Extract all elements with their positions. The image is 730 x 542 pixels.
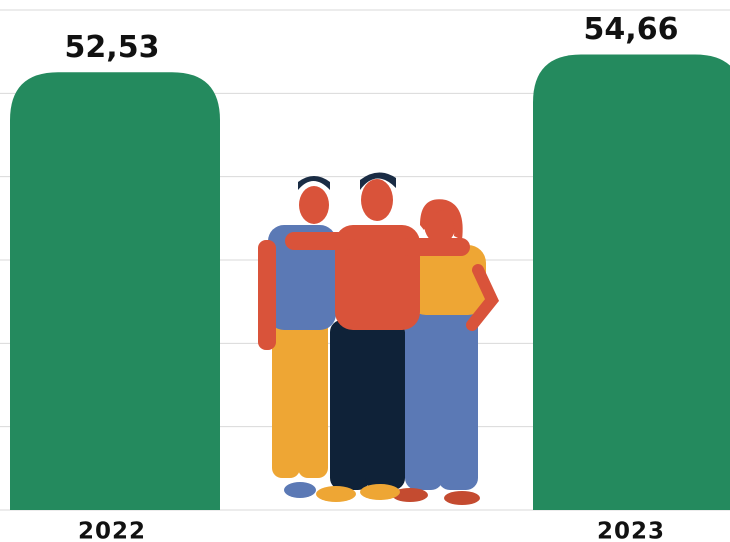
bars	[10, 54, 730, 510]
x-tick-label: 2022	[78, 519, 146, 542]
bar	[10, 72, 220, 510]
value-label: 52,53	[65, 30, 160, 65]
labels: 52,53 2022 54,66 2023	[65, 12, 679, 542]
value-label: 54,66	[584, 12, 679, 47]
x-tick-label: 2023	[597, 519, 665, 542]
illustration	[258, 172, 500, 505]
bar	[533, 54, 730, 510]
